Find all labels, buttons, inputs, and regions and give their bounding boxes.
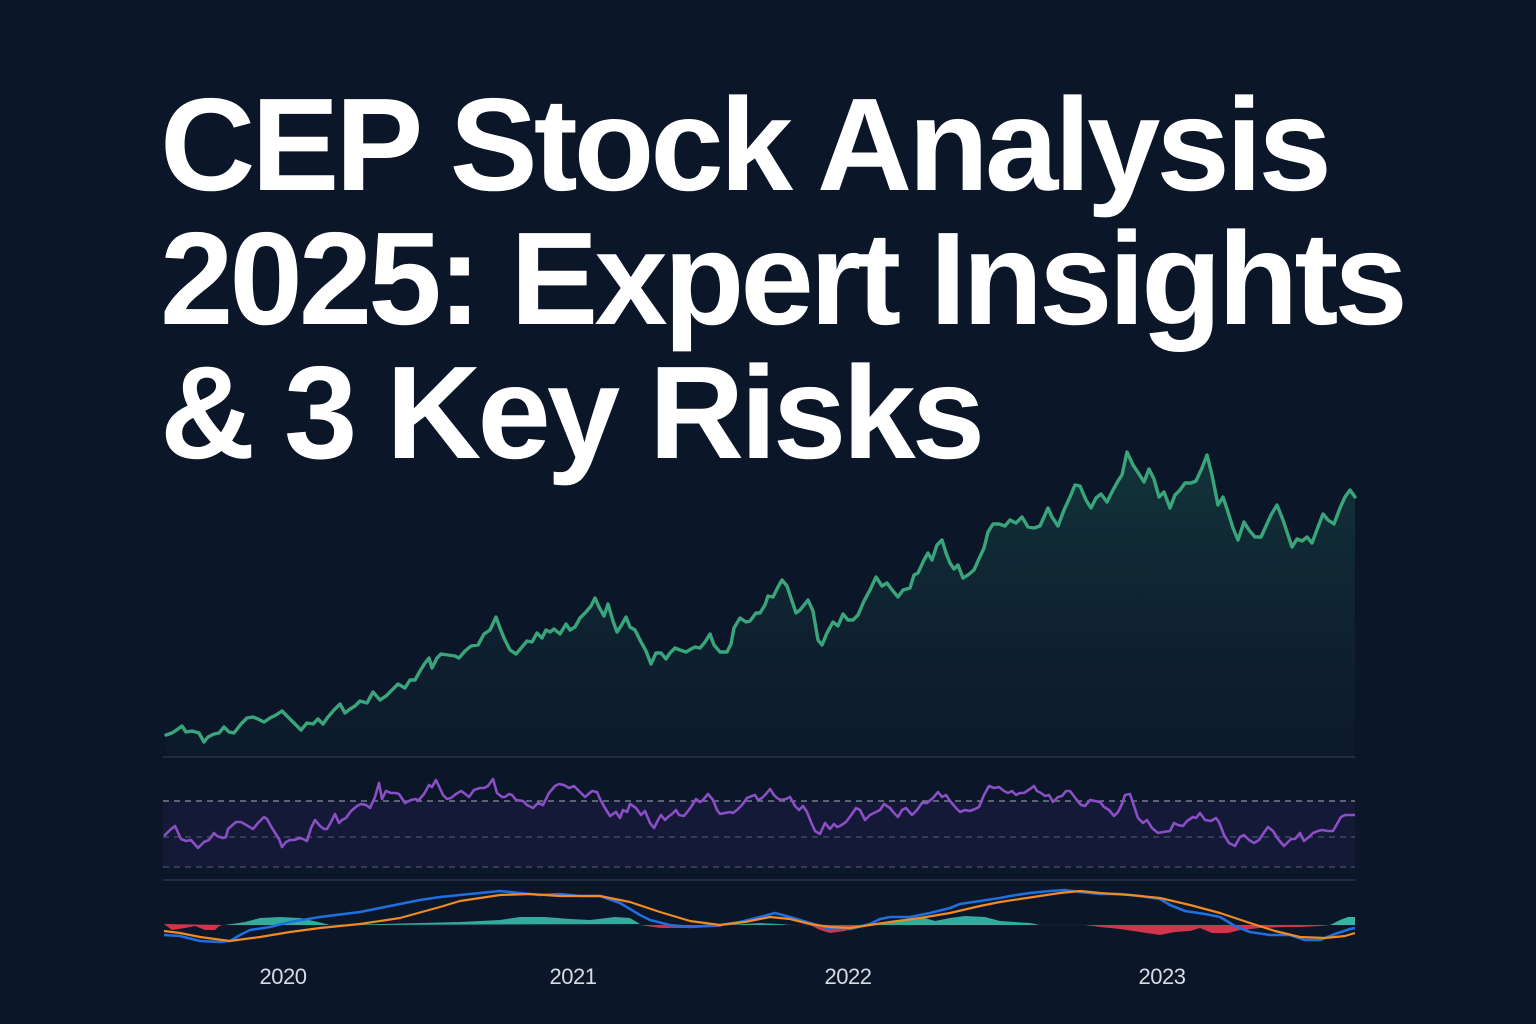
hist-pos-5 xyxy=(1330,917,1355,925)
hist-pos-3 xyxy=(728,923,790,925)
x-tick-2022: 2022 xyxy=(824,964,872,989)
x-tick-2021: 2021 xyxy=(549,964,597,989)
hist-neg-4 xyxy=(1085,925,1330,935)
page-title: CEP Stock Analysis 2025: Expert Insights… xyxy=(160,71,1408,486)
hist-pos-4 xyxy=(865,916,1040,925)
x-tick-2023: 2023 xyxy=(1138,964,1186,989)
hist-neg-1 xyxy=(164,924,222,930)
title-line-2: 2025: Expert Insights xyxy=(160,205,1408,352)
macd-line xyxy=(163,888,1356,944)
macd-panel xyxy=(163,888,1356,944)
price-panel xyxy=(164,450,1357,757)
price-line xyxy=(164,450,1357,744)
rsi-panel xyxy=(163,777,1355,868)
title-line-3: & 3 Key Risks xyxy=(160,339,985,486)
title-line-1: CEP Stock Analysis xyxy=(160,71,1332,218)
signal-line xyxy=(163,889,1356,943)
price-area xyxy=(166,452,1355,757)
hist-pos-2 xyxy=(330,917,640,925)
x-tick-2020: 2020 xyxy=(259,964,307,989)
rsi-line xyxy=(163,777,1355,850)
rsi-band xyxy=(163,801,1355,867)
